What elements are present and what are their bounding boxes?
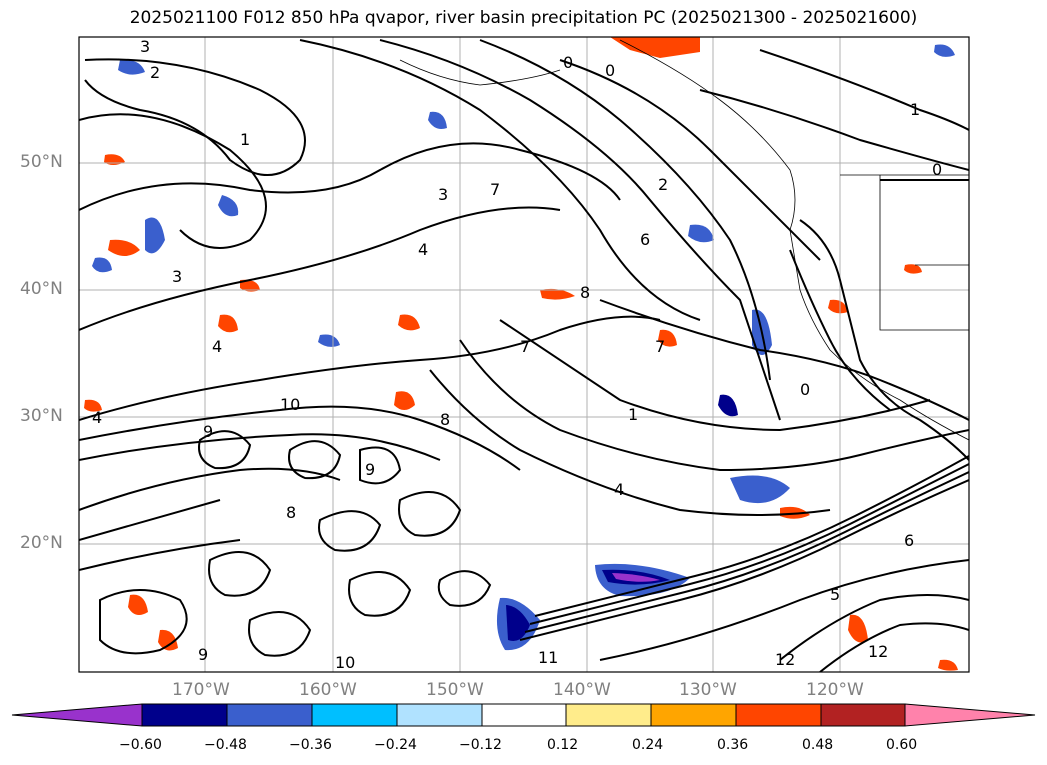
contour-label: 9: [198, 645, 208, 664]
contour-label: 12: [868, 642, 888, 661]
contour-label: 1: [910, 100, 920, 119]
contour-label: 12: [775, 650, 795, 669]
contour-label: 4: [418, 240, 428, 259]
contour-label: 3: [438, 185, 448, 204]
contour-label: 3: [140, 37, 150, 56]
contour-label: 8: [580, 283, 590, 302]
lon-label: 170°W: [172, 680, 230, 700]
lon-label: 120°W: [806, 680, 864, 700]
contour-label: 7: [520, 337, 530, 356]
coastline: [399, 39, 969, 441]
contour-label: 4: [614, 480, 624, 499]
plot-frame: [78, 36, 970, 673]
contour-label: 0: [563, 53, 573, 72]
lat-label: 50°N: [20, 152, 63, 172]
contour-label: 3: [172, 267, 182, 286]
contour-labels: 3 2 1 0 0 1 0 2 3 7 6 4 4 3 4 8 7 0 7 1 …: [92, 37, 942, 672]
lon-label: 150°W: [426, 680, 484, 700]
colorbar-tick-label: 0.12: [547, 737, 579, 753]
contour-label: 10: [280, 395, 300, 414]
contour-label: 4: [212, 337, 222, 356]
contour-label: 1: [240, 130, 250, 149]
contour-label: 7: [490, 180, 500, 199]
contour-label: 8: [440, 410, 450, 429]
contour-label: 5: [830, 585, 840, 604]
colorbar-tick-label: −0.48: [204, 737, 247, 753]
lon-label: 160°W: [299, 680, 357, 700]
colorbar-extend-high: [904, 703, 1036, 727]
lat-label: 30°N: [20, 406, 63, 426]
lon-label: 140°W: [553, 680, 611, 700]
contour-label: 9: [203, 422, 213, 441]
colorbar-tick-label: −0.36: [289, 737, 332, 753]
contour-label: 11: [538, 648, 558, 667]
contour-label: 0: [605, 61, 615, 80]
contour-label: 0: [932, 160, 942, 179]
map-area: [79, 37, 969, 672]
contour-label: 4: [92, 408, 102, 427]
lat-label: 40°N: [20, 279, 63, 299]
gridlines: [79, 37, 969, 672]
map-title: 2025021100 F012 850 hPa qvapor, river ba…: [129, 8, 918, 28]
contour-label: 0: [800, 380, 810, 399]
contour-label: 1: [628, 405, 638, 424]
contour-label: 9: [365, 460, 375, 479]
contour-label: 10: [335, 653, 355, 672]
contour-label: 6: [904, 531, 914, 550]
colorbar-tick-label: 0.60: [886, 737, 918, 753]
colorbar-extend-low: [11, 703, 143, 727]
contour-label: 2: [150, 63, 160, 82]
colorbar-tick-label: −0.60: [119, 737, 162, 753]
lat-label: 20°N: [20, 533, 63, 553]
lon-label: 130°W: [679, 680, 737, 700]
contour-label: 2: [658, 175, 668, 194]
colorbar-tick-label: 0.36: [717, 737, 749, 753]
precip-patches: [84, 37, 958, 671]
contour-label: 6: [640, 230, 650, 249]
colorbar: [11, 703, 1036, 727]
contour-label: 8: [286, 503, 296, 522]
qvapor-contours: [79, 39, 969, 672]
colorbar-tick-label: 0.24: [632, 737, 664, 753]
contour-label: 7: [655, 337, 665, 356]
colorbar-tick-label: −0.24: [374, 737, 417, 753]
colorbar-tick-label: 0.48: [802, 737, 834, 753]
colorbar-tick-label: −0.12: [459, 737, 502, 753]
